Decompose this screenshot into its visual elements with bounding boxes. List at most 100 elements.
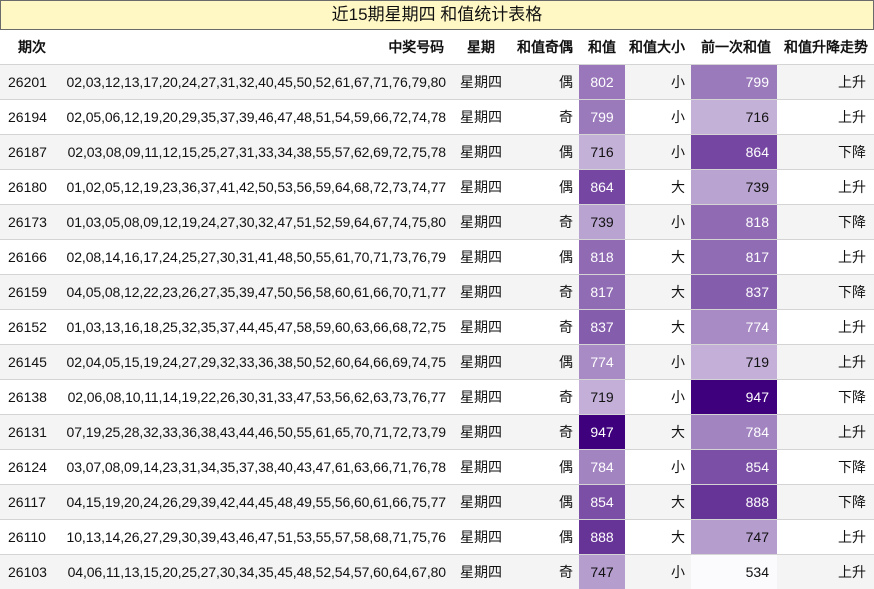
cell-size: 小 bbox=[625, 205, 691, 240]
cell-prev-sum: 947 bbox=[691, 380, 777, 415]
cell-size: 小 bbox=[625, 135, 691, 170]
cell-parity: 偶 bbox=[510, 345, 579, 380]
cell-day: 星期四 bbox=[452, 100, 510, 135]
cell-prev-sum: 837 bbox=[691, 275, 777, 310]
table-title: 近15期星期四 和值统计表格 bbox=[0, 0, 874, 30]
cell-sum: 947 bbox=[579, 415, 625, 450]
cell-sum: 837 bbox=[579, 310, 625, 345]
header-parity[interactable]: 和值奇偶 bbox=[510, 30, 579, 65]
header-size[interactable]: 和值大小 bbox=[625, 30, 691, 65]
cell-winning-numbers: 02,03,12,13,17,20,24,27,31,32,40,45,50,5… bbox=[56, 65, 452, 100]
cell-size: 小 bbox=[625, 65, 691, 100]
cell-issue: 26201 bbox=[0, 65, 56, 100]
cell-parity: 偶 bbox=[510, 520, 579, 555]
cell-issue: 26103 bbox=[0, 555, 56, 589]
cell-prev-sum: 747 bbox=[691, 520, 777, 555]
cell-winning-numbers: 07,19,25,28,32,33,36,38,43,44,46,50,55,6… bbox=[56, 415, 452, 450]
cell-size: 小 bbox=[625, 100, 691, 135]
cell-issue: 26117 bbox=[0, 485, 56, 520]
cell-issue: 26110 bbox=[0, 520, 56, 555]
header-day[interactable]: 星期 bbox=[452, 30, 510, 65]
cell-prev-sum: 818 bbox=[691, 205, 777, 240]
cell-trend: 上升 bbox=[777, 555, 874, 589]
cell-parity: 奇 bbox=[510, 380, 579, 415]
cell-issue: 26131 bbox=[0, 415, 56, 450]
header-trend[interactable]: 和值升降走势 bbox=[777, 30, 874, 65]
header-issue[interactable]: 期次 bbox=[0, 30, 56, 65]
cell-winning-numbers: 04,05,08,12,22,23,26,27,35,39,47,50,56,5… bbox=[56, 275, 452, 310]
header-numbers[interactable]: 中奖号码 bbox=[56, 30, 452, 65]
cell-day: 星期四 bbox=[452, 205, 510, 240]
cell-size: 大 bbox=[625, 485, 691, 520]
cell-winning-numbers: 03,07,08,09,14,23,31,34,35,37,38,40,43,4… bbox=[56, 450, 452, 485]
cell-sum: 747 bbox=[579, 555, 625, 589]
header-sum[interactable]: 和值 bbox=[579, 30, 625, 65]
cell-winning-numbers: 02,06,08,10,11,14,19,22,26,30,31,33,47,5… bbox=[56, 380, 452, 415]
cell-size: 小 bbox=[625, 380, 691, 415]
cell-parity: 偶 bbox=[510, 135, 579, 170]
cell-size: 小 bbox=[625, 555, 691, 589]
cell-issue: 26159 bbox=[0, 275, 56, 310]
cell-trend: 下降 bbox=[777, 205, 874, 240]
cell-sum: 784 bbox=[579, 450, 625, 485]
cell-parity: 偶 bbox=[510, 450, 579, 485]
cell-prev-sum: 719 bbox=[691, 345, 777, 380]
cell-sum: 716 bbox=[579, 135, 625, 170]
cell-day: 星期四 bbox=[452, 555, 510, 589]
cell-day: 星期四 bbox=[452, 310, 510, 345]
header-prev-sum[interactable]: 前一次和值 bbox=[691, 30, 777, 65]
cell-sum: 817 bbox=[579, 275, 625, 310]
cell-parity: 奇 bbox=[510, 205, 579, 240]
cell-issue: 26124 bbox=[0, 450, 56, 485]
cell-sum: 864 bbox=[579, 170, 625, 205]
cell-sum: 818 bbox=[579, 240, 625, 275]
cell-size: 大 bbox=[625, 310, 691, 345]
cell-size: 大 bbox=[625, 170, 691, 205]
cell-trend: 上升 bbox=[777, 170, 874, 205]
cell-size: 小 bbox=[625, 345, 691, 380]
cell-sum: 854 bbox=[579, 485, 625, 520]
cell-day: 星期四 bbox=[452, 170, 510, 205]
cell-winning-numbers: 04,15,19,20,24,26,29,39,42,44,45,48,49,5… bbox=[56, 485, 452, 520]
cell-size: 大 bbox=[625, 520, 691, 555]
cell-trend: 上升 bbox=[777, 345, 874, 380]
cell-issue: 26173 bbox=[0, 205, 56, 240]
cell-parity: 偶 bbox=[510, 170, 579, 205]
cell-winning-numbers: 01,02,05,12,19,23,36,37,41,42,50,53,56,5… bbox=[56, 170, 452, 205]
cell-prev-sum: 854 bbox=[691, 450, 777, 485]
cell-trend: 上升 bbox=[777, 100, 874, 135]
cell-day: 星期四 bbox=[452, 450, 510, 485]
cell-winning-numbers: 02,08,14,16,17,24,25,27,30,31,41,48,50,5… bbox=[56, 240, 452, 275]
cell-prev-sum: 774 bbox=[691, 310, 777, 345]
cell-issue: 26194 bbox=[0, 100, 56, 135]
cell-trend: 上升 bbox=[777, 310, 874, 345]
cell-trend: 上升 bbox=[777, 415, 874, 450]
cell-trend: 上升 bbox=[777, 240, 874, 275]
cell-trend: 下降 bbox=[777, 450, 874, 485]
cell-issue: 26152 bbox=[0, 310, 56, 345]
cell-winning-numbers: 01,03,05,08,09,12,19,24,27,30,32,47,51,5… bbox=[56, 205, 452, 240]
cell-trend: 下降 bbox=[777, 135, 874, 170]
cell-prev-sum: 864 bbox=[691, 135, 777, 170]
sum-statistics-table: 期次 中奖号码 星期 和值奇偶 和值 和值大小 前一次和值 和值升降走势 262… bbox=[0, 30, 874, 589]
cell-sum: 802 bbox=[579, 65, 625, 100]
cell-size: 小 bbox=[625, 450, 691, 485]
cell-trend: 下降 bbox=[777, 380, 874, 415]
cell-day: 星期四 bbox=[452, 345, 510, 380]
cell-parity: 偶 bbox=[510, 65, 579, 100]
cell-trend: 上升 bbox=[777, 520, 874, 555]
cell-parity: 奇 bbox=[510, 555, 579, 589]
cell-winning-numbers: 04,06,11,13,15,20,25,27,30,34,35,45,48,5… bbox=[56, 555, 452, 589]
cell-size: 大 bbox=[625, 240, 691, 275]
cell-prev-sum: 716 bbox=[691, 100, 777, 135]
